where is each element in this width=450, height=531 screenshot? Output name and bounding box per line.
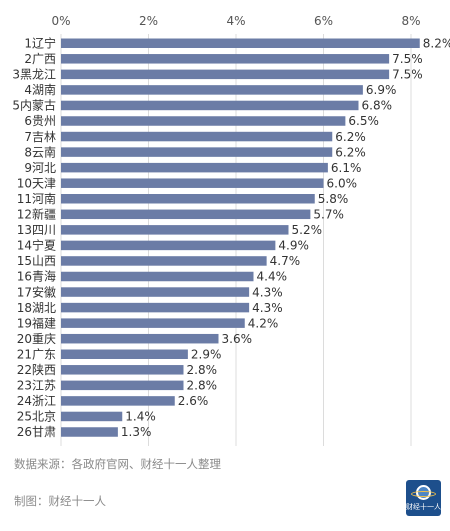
value-label: 2.8%: [187, 379, 218, 393]
bar: [61, 256, 267, 266]
credit-note: 制图：财经十一人: [14, 494, 106, 508]
category-label: 21广东: [17, 347, 56, 361]
value-label: 5.8%: [318, 192, 349, 206]
bar: [61, 287, 250, 297]
value-label: 6.9%: [366, 83, 397, 97]
bar: [61, 411, 123, 422]
bar: [61, 318, 245, 328]
bar: [61, 302, 250, 313]
bar: [61, 380, 184, 391]
logo-text: 财经十一人: [406, 503, 441, 511]
category-label: 8云南: [24, 144, 56, 159]
category-label: 11河南: [17, 191, 56, 206]
bar: [61, 333, 219, 344]
value-label: 5.2%: [292, 223, 323, 237]
value-label: 8.2%: [423, 36, 450, 50]
category-label: 18湖北: [17, 300, 56, 315]
bar: [61, 271, 254, 282]
value-label: 4.7%: [270, 254, 301, 268]
source-note: 数据来源：各政府官网、财经十一人整理: [14, 457, 221, 471]
category-label: 17安徽: [17, 284, 56, 299]
value-label: 5.7%: [313, 208, 344, 222]
value-label: 3.6%: [222, 332, 253, 346]
category-label: 16青海: [17, 269, 56, 284]
value-label: 6.5%: [348, 114, 379, 128]
x-tick-label: 2%: [139, 14, 158, 28]
value-label: 4.9%: [278, 239, 309, 253]
bar: [61, 69, 390, 80]
category-label: 10天津: [17, 176, 56, 190]
value-label: 2.6%: [178, 394, 209, 408]
value-label: 4.3%: [252, 285, 283, 299]
category-label: 12新疆: [17, 207, 56, 222]
bar: [61, 178, 324, 188]
category-label: 19福建: [17, 315, 56, 330]
bar: [61, 427, 118, 437]
bar: [61, 85, 363, 95]
bar: [61, 38, 420, 48]
value-label: 4.4%: [257, 270, 288, 284]
value-label: 1.4%: [125, 410, 156, 424]
value-label: 6.1%: [331, 161, 362, 175]
category-label: 9河北: [24, 161, 56, 175]
category-label: 24浙江: [17, 394, 56, 408]
category-label: 22陕西: [17, 362, 56, 377]
category-label: 7吉林: [24, 130, 56, 144]
bar: [61, 396, 175, 406]
category-label: 6贵州: [24, 114, 56, 128]
bar: [61, 365, 184, 375]
value-label: 6.2%: [335, 130, 366, 144]
category-label: 15山西: [17, 254, 56, 268]
x-tick-label: 0%: [51, 14, 70, 28]
category-label: 26甘肃: [17, 425, 56, 439]
value-label: 7.5%: [392, 52, 423, 66]
bar: [61, 240, 276, 251]
value-label: 2.8%: [187, 363, 218, 377]
category-label: 2广西: [24, 52, 56, 66]
category-label: 3黑龙江: [12, 68, 56, 82]
value-label: 6.2%: [335, 145, 366, 159]
value-label: 7.5%: [392, 68, 423, 82]
bar: [61, 131, 333, 142]
category-label: 13四川: [17, 223, 56, 237]
orbit-icon: [411, 491, 436, 497]
x-tick-label: 8%: [401, 14, 420, 28]
category-label: 5内蒙古: [12, 98, 56, 113]
value-label: 6.0%: [327, 176, 358, 190]
value-label: 1.3%: [121, 425, 152, 439]
bar: [61, 225, 289, 235]
bar: [61, 116, 346, 126]
value-label: 2.9%: [191, 347, 222, 361]
bar: [61, 100, 359, 111]
category-label: 14宁夏: [17, 238, 56, 253]
category-label: 23江苏: [17, 379, 56, 393]
bar: [61, 162, 328, 173]
bar: [61, 209, 311, 220]
bar: [61, 147, 333, 157]
x-tick-label: 6%: [314, 14, 333, 28]
value-label: 6.8%: [362, 99, 393, 113]
bar: [61, 54, 390, 64]
category-label: 25北京: [17, 410, 56, 424]
category-label: 1辽宁: [24, 35, 56, 50]
bar: [61, 194, 315, 204]
x-tick-label: 4%: [226, 14, 245, 28]
value-label: 4.3%: [252, 301, 283, 315]
publisher-logo: 财经十一人: [406, 480, 441, 516]
bar: [61, 349, 188, 359]
value-label: 4.2%: [248, 316, 279, 330]
category-label: 20重庆: [17, 332, 56, 346]
category-label: 4湖南: [24, 82, 56, 97]
